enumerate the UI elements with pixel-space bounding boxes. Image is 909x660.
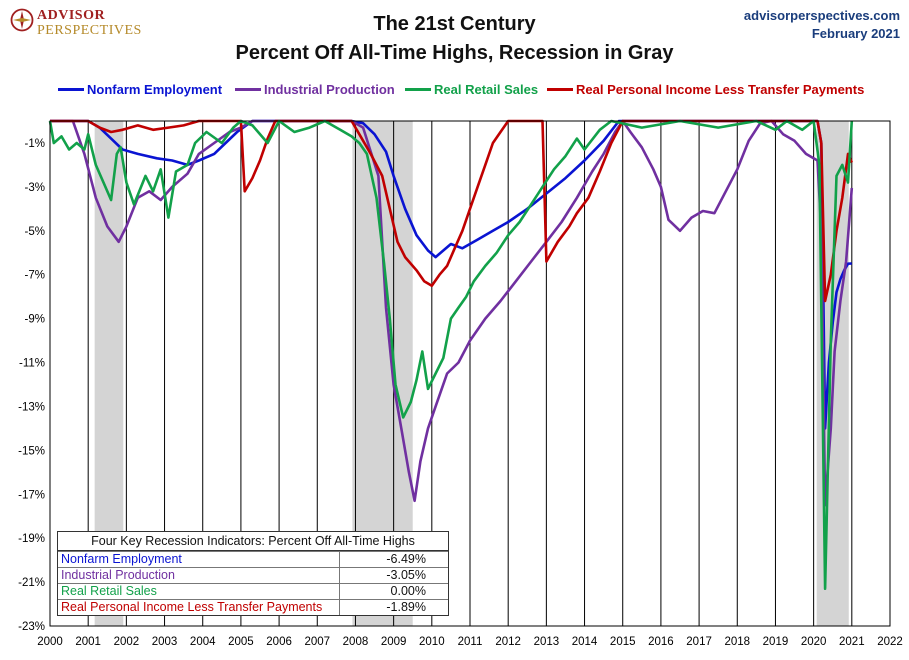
- summary-label: Nonfarm Employment: [58, 552, 340, 567]
- summary-value: -1.89%: [386, 600, 426, 614]
- summary-label: Industrial Production: [58, 568, 340, 583]
- y-tick-label: -3%: [25, 182, 45, 194]
- compass-logo-icon: [10, 8, 34, 32]
- series-lines: [48, 119, 854, 590]
- summary-row-real-personal-income: Real Personal Income Less Transfer Payme…: [58, 599, 448, 615]
- legend-swatch: [547, 88, 573, 92]
- summary-label: Real Personal Income Less Transfer Payme…: [58, 600, 340, 615]
- source-date: February 2021: [811, 26, 900, 41]
- x-tick-label: 2016: [648, 636, 674, 648]
- x-tick-label: 2002: [114, 636, 140, 648]
- legend-swatch: [235, 88, 261, 92]
- y-tick-label: -7%: [25, 270, 45, 282]
- legend-label: Industrial Production: [264, 82, 395, 97]
- chart-legend: Nonfarm Employment Industrial Production…: [0, 82, 909, 102]
- x-tick-label: 2017: [686, 636, 712, 648]
- advisor-perspectives-logo: ADVISOR PERSPECTIVES: [10, 6, 142, 40]
- x-tick-label: 2008: [343, 636, 369, 648]
- summary-table: Four Key Recession Indicators: Percent O…: [57, 531, 449, 616]
- source-site: advisorperspectives.com: [743, 8, 900, 23]
- x-axis-ticks: 2000 2001 2002 2003 2004 2005 2006 2007 2008 2009…: [37, 636, 903, 648]
- x-tick-label: 2011: [458, 636, 483, 648]
- legend-swatch: [405, 88, 431, 92]
- logo-text-advisor: ADVISOR: [37, 8, 106, 23]
- legend-item-real-personal-income: Real Personal Income Less Transfer Payme…: [547, 82, 864, 97]
- legend-item-real-retail-sales: Real Retail Sales: [405, 82, 538, 97]
- y-tick-label: -23%: [18, 621, 45, 633]
- y-tick-label: -13%: [18, 401, 45, 413]
- summary-table-title: Four Key Recession Indicators: Percent O…: [58, 532, 448, 551]
- x-tick-label: 2003: [152, 636, 178, 648]
- legend-label: Real Retail Sales: [434, 82, 539, 97]
- y-tick-label: -21%: [18, 577, 45, 589]
- x-tick-label: 2012: [495, 636, 521, 648]
- summary-value: -3.05%: [386, 568, 426, 582]
- x-tick-label: 2007: [304, 636, 330, 648]
- x-tick-label: 2000: [37, 636, 63, 648]
- logo-text-perspectives: PERSPECTIVES: [37, 23, 142, 38]
- x-tick-label: 2021: [839, 636, 865, 648]
- summary-value: 0.00%: [390, 584, 426, 598]
- series-line: [50, 119, 853, 303]
- x-tick-label: 2019: [763, 636, 789, 648]
- x-tick-label: 2004: [190, 636, 216, 648]
- x-tick-label: 2020: [801, 636, 827, 648]
- legend-label: Real Personal Income Less Transfer Payme…: [576, 82, 865, 97]
- summary-row-industrial-production: Industrial Production -3.05%: [58, 567, 448, 583]
- legend-item-nonfarm-employment: Nonfarm Employment: [58, 82, 222, 97]
- x-tick-label: 2001: [75, 636, 101, 648]
- x-tick-label: 2005: [228, 636, 254, 648]
- y-tick-label: -15%: [18, 445, 45, 457]
- y-tick-label: -9%: [25, 314, 45, 326]
- legend-label: Nonfarm Employment: [87, 82, 223, 97]
- y-tick-label: -17%: [18, 489, 45, 501]
- series-line: [50, 119, 854, 507]
- chart-title-line2: Percent Off All-Time Highs, Recession in…: [235, 42, 674, 64]
- x-tick-label: 2006: [266, 636, 292, 648]
- y-tick-label: -11%: [19, 358, 45, 370]
- series-line: [48, 119, 854, 590]
- summary-label: Real Retail Sales: [58, 584, 340, 599]
- summary-row-real-retail-sales: Real Retail Sales 0.00%: [58, 583, 448, 599]
- x-tick-label: 2010: [419, 636, 445, 648]
- x-tick-label: 2022: [877, 636, 903, 648]
- x-tick-label: 2014: [572, 636, 598, 648]
- y-axis-ticks: -1% -3% -5% -7% -9% -11% -13% -15% -17% -19% -21% -…: [18, 138, 45, 633]
- x-tick-label: 2018: [724, 636, 750, 648]
- x-tick-label: 2015: [610, 636, 636, 648]
- legend-item-industrial-production: Industrial Production: [235, 82, 395, 97]
- legend-swatch: [58, 88, 84, 92]
- chart-title-line1: The 21st Century: [373, 13, 536, 35]
- plot-frame: [49, 120, 891, 627]
- y-tick-label: -1%: [25, 138, 45, 150]
- summary-row-nonfarm-employment: Nonfarm Employment -6.49%: [58, 551, 448, 567]
- summary-value: -6.49%: [386, 552, 426, 566]
- y-tick-label: -5%: [25, 226, 45, 238]
- x-tick-label: 2013: [534, 636, 560, 648]
- series-line: [50, 119, 852, 430]
- y-tick-label: -19%: [18, 533, 45, 545]
- x-tick-label: 2009: [381, 636, 407, 648]
